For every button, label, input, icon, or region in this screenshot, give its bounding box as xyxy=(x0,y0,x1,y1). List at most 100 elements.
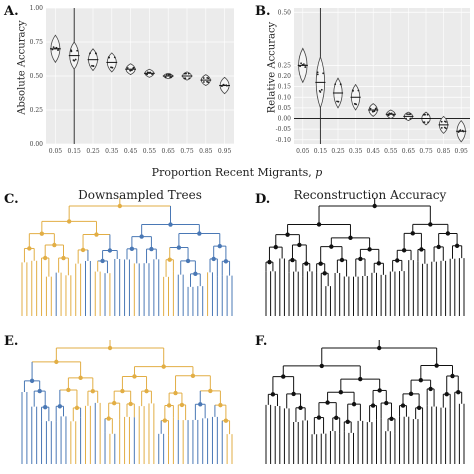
panel-b-data-point xyxy=(405,117,407,120)
panel-b-data-point xyxy=(427,121,429,124)
panel-a-data-point xyxy=(221,84,224,87)
panel-a-data-point xyxy=(187,72,190,75)
panel-a-data-point xyxy=(183,77,186,80)
panel-b-data-point xyxy=(322,72,325,75)
panel-a-data-point xyxy=(126,67,129,69)
panel-b-data-point xyxy=(339,83,342,86)
panel-a-data-point xyxy=(130,69,133,72)
panel-c-title: Downsampled Trees xyxy=(78,188,202,202)
panel-letter-e: E. xyxy=(4,334,19,349)
panel-b-xtick-label: 0.35 xyxy=(349,148,363,155)
panel-a-data-point xyxy=(74,58,77,61)
panel-a-data-point xyxy=(188,77,191,80)
panel-b-xtick-label: 0.25 xyxy=(331,148,345,155)
panel-a-xtick-label: 0.05 xyxy=(49,148,63,155)
panel-b-ytick-label: 0.00 xyxy=(278,116,292,123)
panel-b-data-point xyxy=(304,66,307,68)
panel-b-ytick-label: 0.15 xyxy=(278,84,292,91)
panel-a-data-point xyxy=(132,66,135,69)
panel-a-data-point xyxy=(51,48,54,51)
panel-a-data-point xyxy=(55,46,58,49)
panel-b-xtick-label: 0.55 xyxy=(384,148,398,155)
panel-a-data-point xyxy=(89,52,91,55)
panel-b-xtick-label: 0.05 xyxy=(296,148,310,155)
panel-a-data-point xyxy=(113,56,116,59)
shared-xlabel-var: p xyxy=(315,166,323,179)
panel-b-data-point xyxy=(300,62,303,65)
panel-a-xtick-label: 0.35 xyxy=(105,148,119,155)
panel-b-data-point xyxy=(334,83,337,86)
panel-a-data-point xyxy=(57,47,60,50)
panel-a-data-point xyxy=(52,46,55,49)
shared-xlabel: Proportion Recent Migrants, p xyxy=(0,166,474,179)
panel-a-data-point xyxy=(145,73,148,75)
panel-a-ytick-label: 1.00 xyxy=(30,5,44,12)
panel-letter-c: C. xyxy=(4,192,19,207)
panel-b-data-point xyxy=(422,121,425,124)
panel-a-data-point xyxy=(76,49,79,52)
panel-letter-d: D. xyxy=(255,192,271,207)
panel-b-data-point xyxy=(444,120,446,123)
panel-a-data-point xyxy=(151,73,154,76)
panel-a-ytick-label: 0.00 xyxy=(30,141,44,148)
panel-a-xtick-label: 0.85 xyxy=(199,148,213,155)
panel-b-data-point xyxy=(355,103,358,106)
panel-b-data-point xyxy=(440,126,443,129)
panel-b-xtick-label: 0.45 xyxy=(367,148,381,155)
panel-a-data-point xyxy=(226,84,228,87)
panel-a-data-point xyxy=(129,69,132,72)
panel-a-data-point xyxy=(57,49,59,52)
panel-b-data-point xyxy=(388,112,391,115)
panel-b-data-point xyxy=(410,117,412,120)
panel-a-ytick-label: 0.25 xyxy=(30,107,44,114)
panel-a-xtick-label: 0.55 xyxy=(143,148,157,155)
panel-letter-a: A. xyxy=(4,4,19,19)
panel-a-data-point xyxy=(70,50,73,53)
panel-b-xtick-label: 0.15 xyxy=(314,148,328,155)
panel-b-data-point xyxy=(408,113,410,116)
panel-b-data-point xyxy=(387,114,389,116)
panel-d-title: Reconstruction Accuracy xyxy=(293,188,447,202)
panel-b-ytick-label: 0.10 xyxy=(278,94,292,101)
panel-a-ytick-label: 0.75 xyxy=(30,39,44,46)
panel-b-xtick-label: 0.65 xyxy=(402,148,416,155)
panel-b-data-point xyxy=(316,73,319,76)
panel-b-data-point xyxy=(336,100,338,103)
panel-b-data-point xyxy=(316,71,319,74)
panel-a-ytick-label: 0.50 xyxy=(30,73,44,80)
panel-b-ytick-label: 0.05 xyxy=(278,105,292,112)
panel-b-ytick-label: 0.25 xyxy=(278,62,292,69)
panel-b-xtick-label: 0.85 xyxy=(437,148,451,155)
panel-a-data-point xyxy=(148,71,151,74)
panel-b-ytick-label: 0.50 xyxy=(278,9,292,16)
panel-a-data-point xyxy=(165,73,168,76)
panel-a-data-point xyxy=(170,76,172,79)
panel-b-data-point xyxy=(406,113,409,116)
panel-a-data-point xyxy=(202,81,205,83)
panel-a-data-point xyxy=(54,47,56,50)
panel-b-data-point xyxy=(426,113,429,116)
panel-letter-f: F. xyxy=(255,334,268,349)
panel-b-ytick-label: -0.10 xyxy=(276,137,292,144)
panel-b-data-point xyxy=(373,110,376,113)
panel-a-data-point xyxy=(107,56,110,59)
panel-a-data-point xyxy=(91,64,93,67)
panel-b-data-point xyxy=(301,64,304,66)
panel-b-data-point xyxy=(462,130,465,133)
panel-a-data-point xyxy=(164,76,167,79)
panel-a-xtick-label: 0.25 xyxy=(86,148,100,155)
panel-b-ytick-label: 0.20 xyxy=(278,73,292,80)
panel-a-xtick-label: 0.65 xyxy=(162,148,176,155)
panel-b-data-point xyxy=(318,90,321,92)
panel-a-xtick-label: 0.45 xyxy=(124,148,138,155)
panel-a-data-point xyxy=(206,76,209,79)
panel-b-data-point xyxy=(369,107,372,110)
panel-a-data-point xyxy=(72,59,75,62)
panel-a-xtick-label: 0.75 xyxy=(180,148,194,155)
panel-a-xtick-label: 0.95 xyxy=(218,148,232,155)
